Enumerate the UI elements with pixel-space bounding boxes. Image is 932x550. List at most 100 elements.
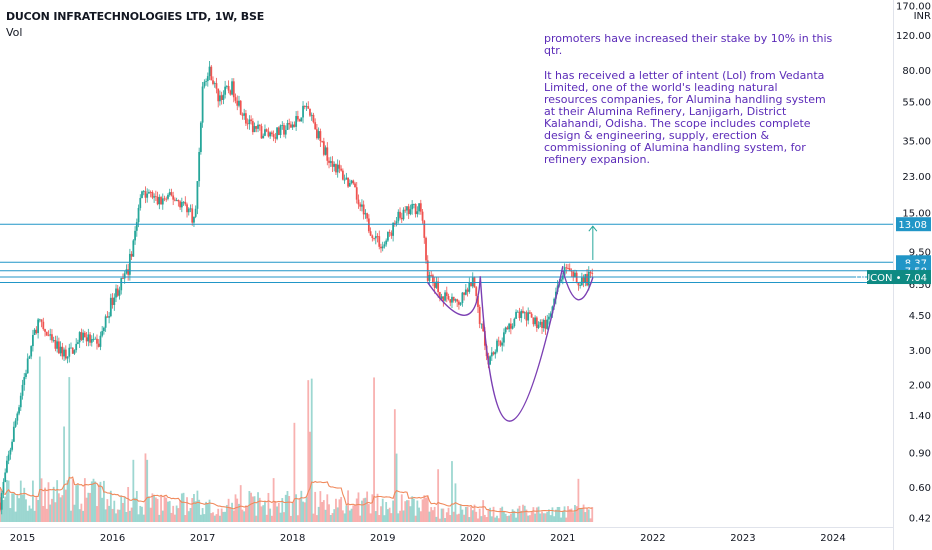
candle-body (582, 277, 585, 283)
volume-bar (122, 502, 124, 522)
candle-body (359, 204, 362, 207)
candle-body (120, 278, 123, 291)
volume-bar (167, 501, 169, 522)
candle-body (215, 83, 218, 89)
candle-body (352, 180, 355, 184)
y-tick-label: 9.50 (909, 247, 931, 258)
candle-body (354, 183, 356, 188)
volume-bar (542, 513, 545, 522)
candle-body (416, 211, 419, 215)
y-tick-label: 2.00 (909, 380, 931, 391)
volume-bar (577, 478, 580, 522)
candle-body (503, 332, 505, 343)
y-unit-label: INR (914, 11, 931, 22)
candle-body (219, 95, 221, 102)
candle-body (191, 208, 194, 223)
volume-bar (412, 498, 415, 522)
candle-body (357, 199, 360, 205)
candle-body (137, 207, 140, 223)
volume-bar (430, 507, 433, 522)
volume-bar (425, 497, 427, 522)
volume-bar (335, 498, 337, 522)
candle-body (492, 352, 495, 355)
candle-body (589, 271, 592, 274)
candle-body (565, 267, 568, 269)
volume-bar (513, 510, 516, 522)
volume-bar (296, 515, 299, 522)
candle-body (113, 297, 116, 305)
candles (0, 61, 594, 515)
volume-bar (225, 505, 228, 522)
candle-body (158, 197, 161, 205)
volume-bar (229, 507, 232, 522)
volume-bar (586, 508, 588, 522)
candle-body (139, 197, 142, 208)
candle-body (499, 341, 502, 346)
candle-body (345, 177, 348, 180)
volume-bar (397, 513, 400, 522)
volume-bar (154, 497, 157, 522)
volume-bar (51, 498, 53, 522)
price-badge-label: 13.08 (898, 220, 927, 231)
candle-body (12, 426, 15, 442)
volume-bar (378, 515, 381, 522)
volume-bar (130, 507, 133, 522)
volume-bar (80, 503, 83, 522)
candle-body (281, 125, 284, 126)
volume-bar (418, 507, 420, 522)
candle-body (418, 203, 420, 212)
volume-bar (123, 497, 126, 522)
volume-bar (148, 496, 150, 522)
y-tick-label: 1.40 (909, 411, 931, 422)
candle-body (574, 272, 576, 278)
candle-body (402, 209, 405, 220)
candle-body (388, 232, 391, 233)
volume-bar (587, 509, 590, 522)
candle-body (409, 209, 412, 215)
volume-bar (284, 494, 287, 522)
candle-body (489, 356, 491, 365)
volume-bar (194, 501, 197, 522)
volume-bar (477, 518, 479, 522)
volume-bar (400, 494, 403, 522)
volume-bar (563, 506, 566, 522)
candle-body (28, 356, 31, 359)
candle-body (390, 232, 393, 236)
x-tick-label: 2023 (730, 533, 755, 544)
candle-body (466, 289, 469, 292)
candle-body (78, 332, 81, 343)
volume-bar (99, 481, 102, 522)
volume-bar (499, 507, 502, 522)
candle-body (70, 347, 72, 349)
volume-bar (286, 491, 289, 522)
volume-bar (151, 493, 154, 522)
candle-body (322, 141, 325, 155)
volume-bar (30, 508, 33, 522)
candle-body (326, 147, 329, 161)
volume-bar (295, 494, 298, 522)
volume-bar (89, 492, 91, 522)
volume-bar (161, 510, 164, 522)
volume-bar (64, 489, 67, 522)
volume-bar (509, 513, 512, 522)
candle-body (210, 66, 213, 81)
candle-body (11, 441, 14, 450)
volume-bar (113, 500, 116, 522)
candle-body (0, 502, 1, 510)
volume-bar (373, 377, 375, 522)
volume-bar (288, 496, 291, 522)
candle-body (516, 311, 519, 313)
volume-bar (568, 509, 571, 522)
candle-body (149, 191, 152, 193)
candle-body (587, 271, 590, 286)
volume-bar (134, 497, 136, 522)
volume-bar (279, 512, 282, 522)
candle-body (217, 88, 220, 102)
candle-body (293, 124, 296, 127)
candle-body (572, 271, 575, 278)
candle-body (246, 123, 249, 125)
candle-body (477, 295, 479, 307)
volume-bar (456, 514, 459, 522)
volume-bar (142, 514, 145, 522)
